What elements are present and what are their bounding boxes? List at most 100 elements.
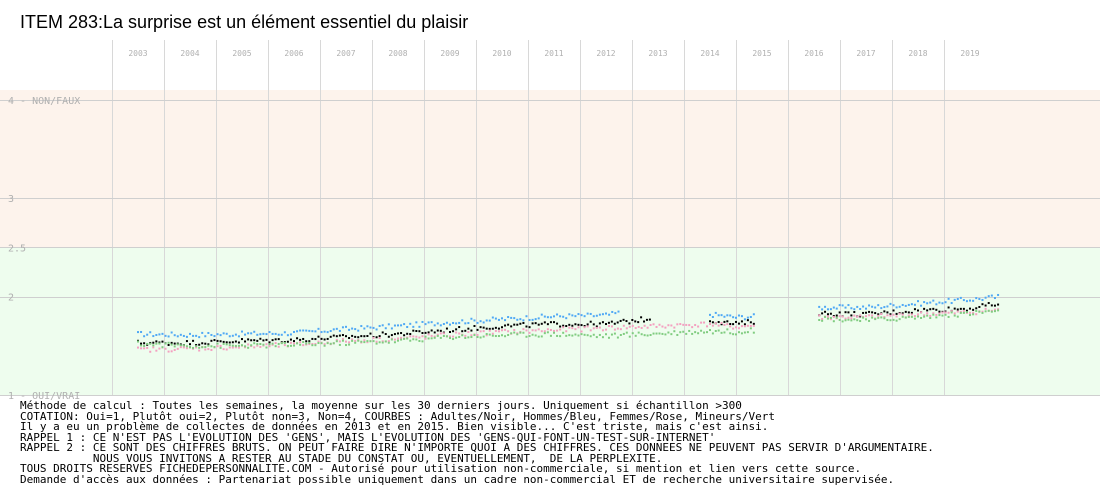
data-point	[213, 339, 216, 342]
data-point	[375, 336, 378, 339]
data-point	[210, 333, 213, 336]
data-point	[880, 316, 883, 319]
data-point	[467, 331, 470, 334]
data-point	[326, 337, 329, 340]
data-point	[274, 342, 277, 345]
data-point	[522, 319, 525, 322]
data-point	[929, 301, 932, 304]
data-point	[935, 303, 938, 306]
data-point	[345, 335, 347, 338]
data-point	[997, 293, 1000, 296]
data-point	[568, 313, 571, 316]
data-point	[519, 331, 522, 334]
data-point	[703, 331, 706, 334]
data-point	[158, 347, 161, 350]
data-point	[844, 319, 847, 322]
data-point	[338, 340, 341, 343]
data-point	[488, 329, 491, 332]
data-point	[592, 327, 595, 330]
data-point	[910, 311, 913, 314]
series-femmes	[137, 307, 1000, 353]
data-point	[182, 334, 185, 337]
data-point	[247, 338, 250, 341]
data-point	[164, 334, 167, 337]
data-point	[390, 327, 393, 330]
data-point	[507, 323, 510, 326]
data-point	[975, 297, 978, 300]
data-point	[522, 331, 525, 334]
data-point	[293, 342, 295, 345]
data-point	[384, 327, 387, 330]
data-point	[917, 300, 919, 303]
data-point	[185, 335, 188, 338]
data-point	[577, 323, 580, 326]
data-point	[981, 311, 984, 314]
data-point	[485, 319, 488, 322]
data-point	[357, 336, 360, 339]
data-point	[877, 314, 880, 317]
data-point	[464, 329, 467, 332]
data-point	[932, 313, 935, 316]
data-point	[397, 339, 399, 342]
data-point	[427, 337, 430, 340]
data-point	[381, 340, 384, 343]
data-point	[723, 323, 726, 326]
data-point	[345, 325, 347, 328]
data-point	[302, 337, 305, 340]
data-point	[467, 327, 470, 330]
data-point	[372, 336, 375, 339]
data-point	[640, 326, 643, 329]
data-point	[711, 315, 714, 318]
data-point	[192, 339, 195, 342]
data-point	[323, 343, 326, 346]
y-tick-label: 3	[8, 194, 14, 205]
data-point	[195, 346, 198, 349]
data-point	[137, 346, 139, 349]
data-point	[421, 320, 424, 323]
data-point	[170, 343, 173, 346]
data-point	[397, 324, 399, 327]
data-point	[286, 340, 289, 343]
data-point	[559, 315, 562, 318]
data-point	[403, 334, 406, 337]
data-point	[271, 343, 274, 346]
data-point	[289, 341, 292, 344]
note-line: RAPPEL 2 : CE SONT DES CHIFFRES BRUTS. O…	[20, 441, 934, 454]
data-point	[835, 316, 838, 319]
data-point	[901, 313, 904, 316]
data-point	[592, 323, 595, 326]
data-point	[844, 311, 847, 314]
data-point	[182, 344, 185, 347]
data-point	[826, 317, 829, 320]
data-point	[152, 344, 155, 347]
data-point	[865, 318, 867, 321]
data-point	[381, 324, 384, 327]
data-point	[357, 339, 360, 342]
data-point	[667, 324, 670, 327]
data-point	[439, 332, 442, 335]
data-point	[296, 337, 299, 340]
data-point	[953, 312, 956, 315]
data-point	[455, 336, 458, 339]
data-point	[595, 325, 598, 328]
data-point	[473, 319, 476, 322]
data-point	[488, 319, 491, 322]
data-point	[661, 325, 664, 328]
data-point	[458, 321, 461, 324]
data-point	[625, 320, 628, 323]
data-point	[528, 326, 531, 329]
data-point	[987, 302, 990, 305]
data-point	[415, 321, 418, 324]
data-point	[311, 344, 314, 347]
data-point	[577, 313, 580, 316]
data-point	[308, 341, 311, 344]
data-point	[231, 334, 234, 337]
data-point	[941, 314, 944, 317]
data-point	[393, 333, 396, 336]
data-point	[723, 315, 726, 318]
data-point	[871, 314, 874, 317]
data-point	[729, 325, 732, 328]
data-point	[259, 343, 262, 346]
data-point	[164, 347, 167, 350]
data-point	[424, 335, 427, 338]
